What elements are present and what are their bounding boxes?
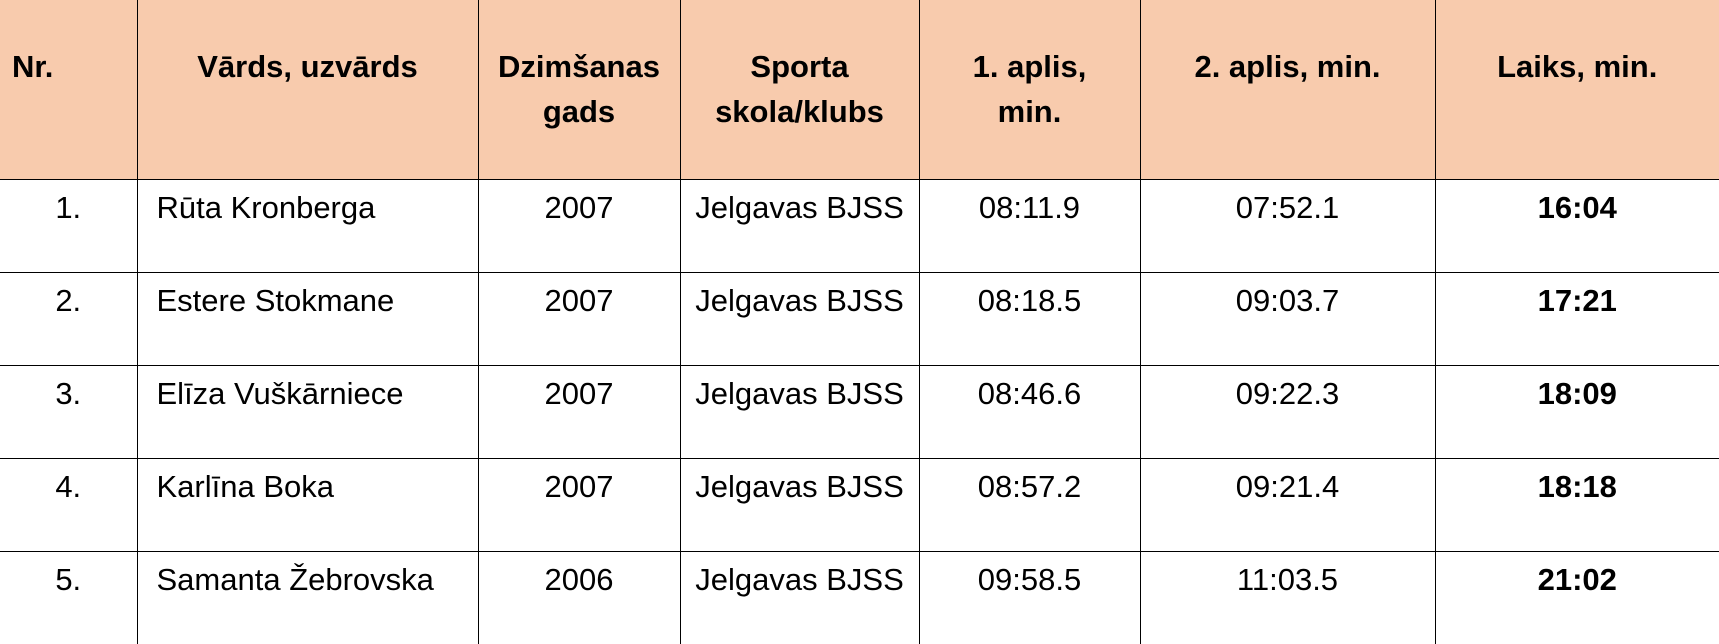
header-cell: Laiks, min. bbox=[1434, 0, 1719, 179]
table-cell: 21:02 bbox=[1434, 550, 1719, 644]
table-cell: 08:11.9 bbox=[918, 178, 1141, 272]
header-cell: Sporta skola/klubs bbox=[679, 0, 920, 179]
table-cell: 08:18.5 bbox=[918, 271, 1141, 365]
header-row: Nr. Vārds, uzvārds Dzimšanas gads Sporta sk… bbox=[0, 0, 1719, 179]
table-cell: 09:22.3 bbox=[1139, 364, 1436, 458]
table-header: Nr. Vārds, uzvārds Dzimšanas gads Sporta sk… bbox=[0, 0, 1719, 179]
table-cell: 17:21 bbox=[1434, 271, 1719, 365]
table-cell: Jelgavas BJSS bbox=[679, 457, 920, 551]
header-cell: 2. aplis, min. bbox=[1139, 0, 1436, 179]
table-cell: 4. bbox=[0, 457, 138, 551]
table-cell: 5. bbox=[0, 550, 138, 644]
header-cell: Dzimšanas gads bbox=[477, 0, 681, 179]
table-cell: Jelgavas BJSS bbox=[679, 178, 920, 272]
table-cell: Jelgavas BJSS bbox=[679, 271, 920, 365]
table-cell: 2. bbox=[0, 271, 138, 365]
header-cell: 1. aplis, min. bbox=[918, 0, 1141, 179]
table-cell: 16:04 bbox=[1434, 178, 1719, 272]
table-cell: 1. bbox=[0, 178, 138, 272]
table-cell: 11:03.5 bbox=[1139, 550, 1436, 644]
table-cell: 08:57.2 bbox=[918, 457, 1141, 551]
table-cell: 2007 bbox=[477, 271, 681, 365]
table-row: 3. Elīza Vuškārniece 2007 Jelgavas BJSS 08:4… bbox=[0, 364, 1719, 458]
header-cell: Vārds, uzvārds bbox=[136, 0, 479, 179]
table-cell: Jelgavas BJSS bbox=[679, 364, 920, 458]
table-row: 4. Karlīna Boka 2007 Jelgavas BJSS 08:57.2 09… bbox=[0, 457, 1719, 551]
table-cell: Elīza Vuškārniece bbox=[136, 364, 479, 458]
table-row: 5. Samanta Žebrovska 2006 Jelgavas BJSS 09:5… bbox=[0, 550, 1719, 644]
table-body: 1. Rūta Kronberga 2007 Jelgavas BJSS 08:11.9… bbox=[0, 178, 1719, 644]
table-cell: Estere Stokmane bbox=[136, 271, 479, 365]
table-cell: 08:46.6 bbox=[918, 364, 1141, 458]
table-cell: 09:58.5 bbox=[918, 550, 1141, 644]
table-cell: Karlīna Boka bbox=[136, 457, 479, 551]
table-cell: Jelgavas BJSS bbox=[679, 550, 920, 644]
table-cell: Samanta Žebrovska bbox=[136, 550, 479, 644]
table-cell: 2007 bbox=[477, 457, 681, 551]
table-cell: 2006 bbox=[477, 550, 681, 644]
table-cell: 09:03.7 bbox=[1139, 271, 1436, 365]
table-cell: 18:18 bbox=[1434, 457, 1719, 551]
table-row: 1. Rūta Kronberga 2007 Jelgavas BJSS 08:11.9… bbox=[0, 178, 1719, 272]
table-cell: 2007 bbox=[477, 364, 681, 458]
header-cell: Nr. bbox=[0, 0, 138, 179]
table-cell: 3. bbox=[0, 364, 138, 458]
table-cell: 2007 bbox=[477, 178, 681, 272]
table-cell: 07:52.1 bbox=[1139, 178, 1436, 272]
table-row: 2. Estere Stokmane 2007 Jelgavas BJSS 08:18.… bbox=[0, 271, 1719, 365]
table-cell: Rūta Kronberga bbox=[136, 178, 479, 272]
table-cell: 09:21.4 bbox=[1139, 457, 1436, 551]
table-cell: 18:09 bbox=[1434, 364, 1719, 458]
